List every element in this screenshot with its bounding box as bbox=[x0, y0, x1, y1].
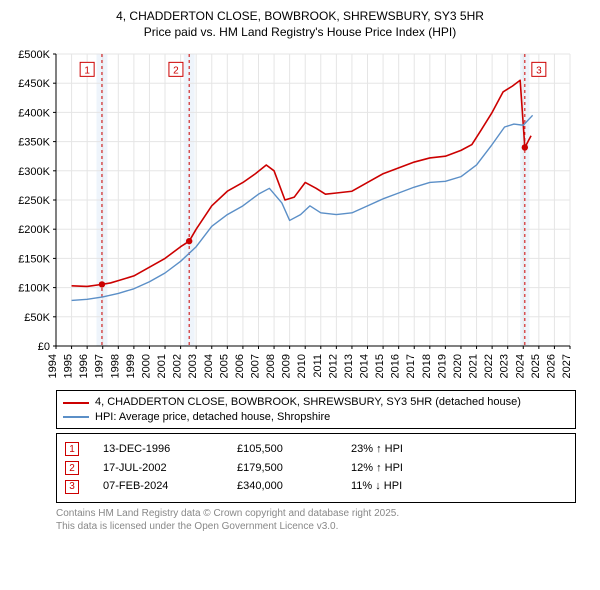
legend-label-1: 4, CHADDERTON CLOSE, BOWBROOK, SHREWSBUR… bbox=[95, 395, 521, 409]
svg-text:£400K: £400K bbox=[18, 108, 50, 120]
svg-text:£50K: £50K bbox=[24, 312, 50, 324]
svg-text:£350K: £350K bbox=[18, 137, 50, 149]
svg-text:2025: 2025 bbox=[530, 354, 542, 378]
svg-text:1998: 1998 bbox=[109, 354, 121, 378]
svg-text:2001: 2001 bbox=[156, 354, 168, 378]
marker-date: 17-JUL-2002 bbox=[103, 459, 213, 478]
svg-text:2015: 2015 bbox=[374, 354, 386, 378]
svg-text:2016: 2016 bbox=[390, 354, 402, 378]
marker-number: 1 bbox=[65, 442, 79, 456]
svg-text:£150K: £150K bbox=[18, 254, 50, 266]
svg-text:1999: 1999 bbox=[125, 354, 137, 378]
legend-item-1: 4, CHADDERTON CLOSE, BOWBROOK, SHREWSBUR… bbox=[63, 395, 569, 409]
svg-text:£200K: £200K bbox=[18, 225, 50, 237]
title-line-1: 4, CHADDERTON CLOSE, BOWBROOK, SHREWSBUR… bbox=[10, 8, 590, 24]
svg-text:£500K: £500K bbox=[18, 49, 50, 61]
svg-text:2022: 2022 bbox=[483, 354, 495, 378]
line-chart-svg: £0 £50K £100K £150K £200K £250K £300K £350K £400… bbox=[10, 46, 576, 386]
marker-row: 3 07-FEB-2024 £340,000 11% ↓ HPI bbox=[65, 477, 567, 496]
svg-text:2005: 2005 bbox=[218, 354, 230, 378]
svg-text:2009: 2009 bbox=[281, 354, 293, 378]
svg-text:2007: 2007 bbox=[249, 354, 261, 378]
svg-text:2008: 2008 bbox=[265, 354, 277, 378]
svg-text:1: 1 bbox=[84, 66, 90, 77]
svg-text:1996: 1996 bbox=[78, 354, 90, 378]
marker-row: 1 13-DEC-1996 £105,500 23% ↑ HPI bbox=[65, 440, 567, 459]
marker-hpi: 12% ↑ HPI bbox=[351, 459, 461, 478]
svg-text:£250K: £250K bbox=[18, 195, 50, 207]
svg-text:1995: 1995 bbox=[63, 354, 75, 378]
svg-text:2017: 2017 bbox=[405, 354, 417, 378]
svg-text:2026: 2026 bbox=[545, 354, 557, 378]
svg-text:2019: 2019 bbox=[436, 354, 448, 378]
svg-text:2020: 2020 bbox=[452, 354, 464, 378]
svg-text:£450K: £450K bbox=[18, 79, 50, 91]
svg-text:2: 2 bbox=[173, 66, 179, 77]
marker-hpi: 11% ↓ HPI bbox=[351, 477, 461, 496]
svg-text:2018: 2018 bbox=[421, 354, 433, 378]
svg-text:2027: 2027 bbox=[561, 354, 573, 378]
title-line-2: Price paid vs. HM Land Registry's House … bbox=[10, 24, 590, 40]
marker-price: £340,000 bbox=[237, 477, 327, 496]
legend-swatch-2 bbox=[63, 416, 89, 418]
svg-text:2021: 2021 bbox=[468, 354, 480, 378]
svg-text:2011: 2011 bbox=[312, 354, 324, 378]
chart-container: 4, CHADDERTON CLOSE, BOWBROOK, SHREWSBUR… bbox=[0, 0, 600, 539]
legend-item-2: HPI: Average price, detached house, Shro… bbox=[63, 410, 569, 424]
marker-number: 2 bbox=[65, 461, 79, 475]
marker-row: 2 17-JUL-2002 £179,500 12% ↑ HPI bbox=[65, 459, 567, 478]
svg-text:2003: 2003 bbox=[187, 354, 199, 378]
svg-text:2002: 2002 bbox=[172, 354, 184, 378]
svg-text:2012: 2012 bbox=[327, 354, 339, 378]
svg-text:1994: 1994 bbox=[47, 354, 59, 378]
svg-text:2014: 2014 bbox=[359, 354, 371, 378]
marker-hpi: 23% ↑ HPI bbox=[351, 440, 461, 459]
legend-swatch-1 bbox=[63, 402, 89, 404]
svg-text:2006: 2006 bbox=[234, 354, 246, 378]
svg-text:1997: 1997 bbox=[94, 354, 106, 378]
footer-line-1: Contains HM Land Registry data © Crown c… bbox=[56, 507, 590, 520]
markers-table: 1 13-DEC-1996 £105,500 23% ↑ HPI 2 17-JUL-200… bbox=[56, 433, 576, 503]
svg-text:2000: 2000 bbox=[140, 354, 152, 378]
svg-text:2010: 2010 bbox=[296, 354, 308, 378]
marker-number: 3 bbox=[65, 480, 79, 494]
svg-text:£0: £0 bbox=[38, 341, 50, 353]
legend: 4, CHADDERTON CLOSE, BOWBROOK, SHREWSBUR… bbox=[56, 390, 576, 429]
footer-line-2: This data is licensed under the Open Gov… bbox=[56, 520, 590, 533]
footer: Contains HM Land Registry data © Crown c… bbox=[56, 507, 590, 533]
marker-date: 07-FEB-2024 bbox=[103, 477, 213, 496]
chart-area: £0 £50K £100K £150K £200K £250K £300K £350K £400… bbox=[10, 46, 590, 386]
marker-price: £179,500 bbox=[237, 459, 327, 478]
svg-text:£100K: £100K bbox=[18, 283, 50, 295]
svg-text:£300K: £300K bbox=[18, 166, 50, 178]
svg-text:3: 3 bbox=[536, 66, 542, 77]
svg-text:2013: 2013 bbox=[343, 354, 355, 378]
svg-text:2004: 2004 bbox=[203, 354, 215, 378]
svg-text:2023: 2023 bbox=[499, 354, 511, 378]
legend-label-2: HPI: Average price, detached house, Shro… bbox=[95, 410, 330, 424]
svg-text:2024: 2024 bbox=[514, 354, 526, 378]
marker-price: £105,500 bbox=[237, 440, 327, 459]
marker-date: 13-DEC-1996 bbox=[103, 440, 213, 459]
